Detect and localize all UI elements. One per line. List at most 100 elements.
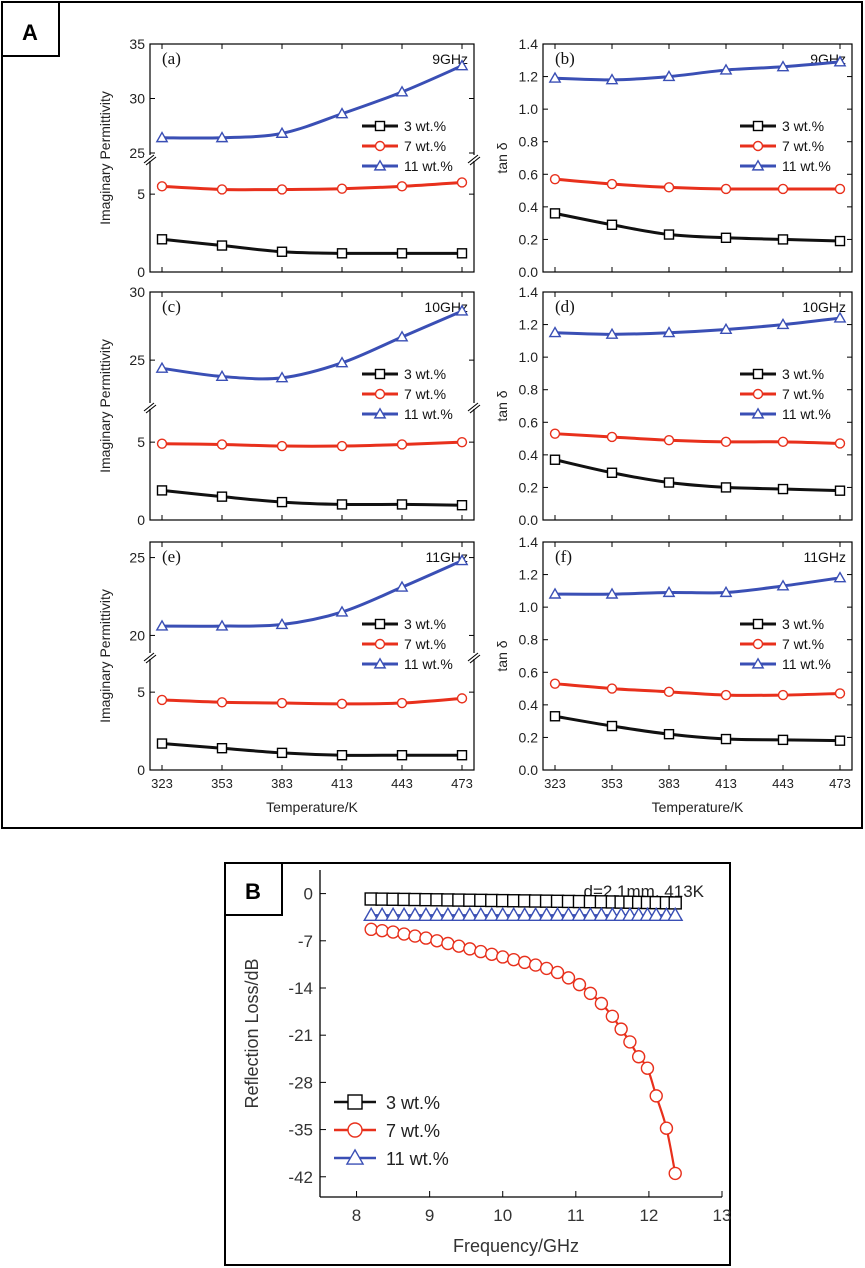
chart-d-series-2: [548, 311, 847, 339]
chart-f-point-1-0: [549, 678, 561, 689]
panel-a-label-box: [1, 1, 60, 57]
chart-B-ytick-label-3: -21: [288, 1026, 313, 1045]
chart-B-point-1-24: [623, 1035, 637, 1049]
chart-b-ytick-label-5: 1.0: [519, 101, 539, 117]
chart-c-point-1-4: [396, 439, 408, 450]
chart-a-series-1: [156, 177, 468, 195]
chart-e-legend-label-1: 7 wt.%: [404, 636, 446, 652]
chart-b-ytick-label-1: 0.2: [519, 231, 539, 247]
chart-B-xtick-label-5: 13: [713, 1206, 732, 1225]
chart-e-point-0-1: [216, 743, 228, 754]
chart-B-point-0-7: [441, 893, 455, 907]
chart-B-point-1-1: [375, 923, 389, 938]
chart-B-point-0-9: [463, 893, 477, 907]
chart-c-point-0-0: [156, 485, 168, 496]
chart-c-legend-marker-2: [373, 407, 387, 419]
chart-f-series-1: [549, 678, 846, 701]
chart-B-point-2-2: [384, 906, 402, 922]
chart-b-series-line-2: [554, 60, 841, 82]
chart-a-point-1-1: [216, 184, 228, 195]
chart-a-point-1-0: [156, 181, 168, 192]
chart-B-ytick-label-6: -42: [288, 1168, 313, 1187]
chart-B-point-2-5: [417, 906, 435, 922]
chart-B-point-1-22: [605, 1009, 620, 1024]
chart-B-ytick-label-0: 0: [304, 885, 313, 904]
chart-c-legend-label-2: 11 wt.%: [404, 406, 453, 422]
chart-B-point-2-16: [538, 906, 555, 922]
chart-b-series-line-0: [554, 211, 841, 243]
chart-B-legend-marker-1: [347, 1122, 363, 1138]
chart-a-legend-label-2: 11 wt.%: [404, 158, 453, 174]
chart-e-point-2-1: [215, 619, 229, 631]
chart-d-point-0-3: [720, 482, 732, 493]
chart-c-point-2-3: [335, 356, 349, 368]
chart-e-point-0-5: [456, 750, 468, 761]
chart-f-point-0-0: [549, 711, 561, 722]
chart-f-legend-marker-2: [751, 657, 765, 669]
chart-d-legend-marker-2: [751, 407, 765, 419]
chart-c-legend-label-1: 7 wt.%: [404, 386, 446, 402]
chart-B-ytick-label-2: -14: [288, 979, 313, 998]
chart-B-point-0-16: [539, 894, 554, 908]
chart-c-sublabel: (c): [162, 297, 181, 316]
chart-e-series-line-1: [161, 696, 463, 706]
chart-B-point-1-15: [528, 958, 543, 972]
chart-a-legend-marker-0: [374, 120, 386, 132]
chart-B-point-0-0: [364, 892, 378, 906]
chart-B-point-1-3: [397, 927, 411, 941]
chart-f-series-0: [549, 711, 846, 746]
chart-e-axis-break-left: [143, 652, 157, 664]
chart-f-point-1-3: [720, 689, 732, 701]
chart-B-xtick-label-4: 12: [639, 1206, 658, 1225]
chart-c-ytick-label-3: 30: [129, 284, 145, 300]
chart-e-legend-label-2: 11 wt.%: [404, 656, 453, 672]
chart-a-point-0-5: [456, 248, 468, 259]
chart-e-xtick-label-0: 323: [151, 776, 173, 791]
chart-B-point-0-21: [594, 895, 609, 909]
chart-f-legend-marker-0: [752, 618, 764, 630]
chart-c-axis-break-left-slash-1: [143, 402, 155, 412]
chart-B-point-2-18: [560, 906, 577, 922]
chart-f-ytick-label-4: 0.8: [519, 632, 539, 648]
chart-f-series-line-0: [554, 714, 841, 743]
chart-b-ytick-label-6: 1.2: [519, 69, 539, 85]
chart-f-series-line-1: [554, 682, 841, 697]
chart-c-ylabel: Imaginary Permittivity: [97, 339, 113, 473]
chart-c-ytick-label-2: 25: [129, 352, 145, 368]
chart-a-point-0-3: [336, 248, 348, 259]
chart-d-point-2-5: [833, 311, 847, 323]
chart-c-series-0: [156, 485, 468, 511]
chart-a-point-0-1: [216, 240, 228, 251]
chart-f-point-2-0: [548, 587, 562, 599]
chart-c-axis-break-left-slash-2: [145, 404, 157, 414]
chart-c-frequency-label: 10GHz: [424, 299, 468, 315]
chart-b-legend-label-1: 7 wt.%: [782, 138, 824, 154]
chart-B-xtick-label-3: 11: [567, 1206, 585, 1225]
chart-d-point-1-0: [549, 428, 561, 439]
chart-B-point-2-12: [494, 906, 511, 922]
chart-d-ytick-label-2: 0.4: [519, 447, 539, 463]
chart-B-point-1-28: [659, 1121, 674, 1135]
chart-B-point-0-4: [408, 892, 422, 907]
chart-B-point-2-29: [667, 906, 684, 922]
chart-B-point-1-17: [550, 965, 565, 980]
chart-B-xtick-label-0: 8: [352, 1206, 361, 1225]
chart-B-point-1-25: [631, 1050, 646, 1064]
chart-b-point-0-2: [663, 229, 675, 240]
chart-a-ylabel: Imaginary Permittivity: [97, 91, 113, 225]
chart-d-ytick-label-5: 1.0: [519, 349, 539, 365]
chart-d-point-2-0: [548, 326, 562, 338]
chart-e-legend-label-0: 3 wt.%: [404, 616, 446, 632]
chart-B-point-1-11: [485, 947, 499, 961]
chart-f-xtick-label-2: 383: [658, 776, 680, 791]
chart-B-point-1-5: [419, 931, 433, 945]
chart-B-point-0-17: [550, 894, 565, 908]
chart-e-xlabel: Temperature/K: [266, 799, 358, 815]
chart-c-axis-break-right: [467, 402, 481, 414]
chart-B-point-2-14: [516, 906, 533, 922]
chart-e-xtick-label-5: 473: [451, 776, 473, 791]
chart-d-point-1-2: [663, 435, 675, 446]
chart-d-ytick-label-1: 0.2: [519, 479, 539, 495]
chart-a-frequency-label: 9GHz: [432, 51, 468, 67]
chart-a-ytick-label-0: 0: [137, 264, 145, 280]
